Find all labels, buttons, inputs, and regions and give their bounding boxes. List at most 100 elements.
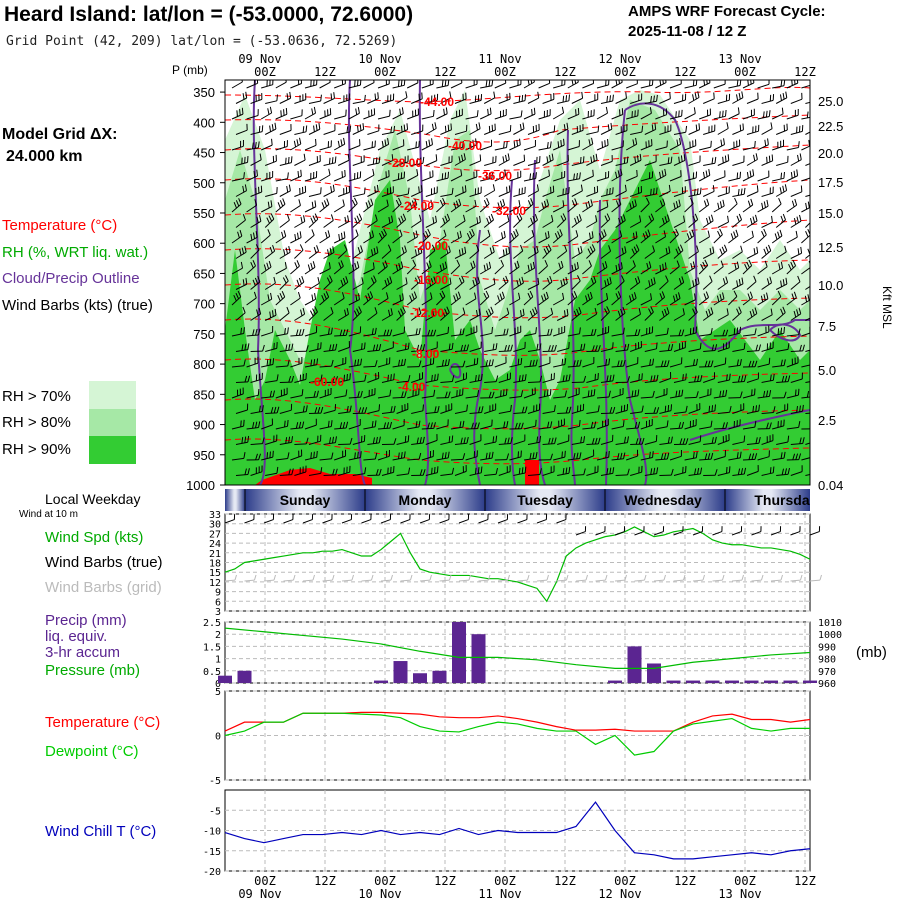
wind-barb — [469, 186, 482, 197]
wind-barb-feather — [367, 200, 371, 207]
wind-barb-staff — [673, 347, 686, 352]
wind-barb — [367, 92, 379, 104]
wind-barb-feather — [551, 153, 554, 160]
wind-barb — [655, 291, 666, 306]
wind-barb-staff — [771, 203, 782, 213]
wind-barb-staff — [381, 131, 394, 135]
wind-barb-feather — [576, 126, 578, 133]
wind-barb-feather — [284, 327, 286, 335]
wind-barb-feather — [546, 277, 551, 285]
wind-barb-feather — [800, 185, 803, 192]
wind-barb-feather — [575, 230, 579, 237]
bottom-date-label: 13 Nov — [718, 887, 761, 900]
wind-barb-feather — [662, 217, 665, 225]
wind-barb — [338, 186, 350, 197]
wind-barb-feather — [798, 328, 801, 335]
wind-barb-feather — [507, 214, 510, 222]
wind-barb — [582, 199, 593, 213]
wind-barb-feather — [367, 293, 371, 300]
wind-barb-feather — [758, 344, 762, 351]
wind-barb-staff — [801, 266, 810, 275]
wind-barb-feather — [632, 232, 635, 240]
wind-barb-feather — [338, 262, 342, 269]
wind-barb-staff — [275, 333, 288, 337]
wind-barb — [527, 213, 538, 228]
wind-barb-feather — [752, 216, 756, 223]
wind-barb-feather — [342, 329, 346, 336]
wind-barb-feather — [503, 230, 506, 238]
wind-barb — [367, 156, 381, 166]
wind-barb-feather — [403, 358, 406, 366]
wind-barb-feather — [328, 157, 331, 165]
wind-barb-feather — [568, 94, 570, 101]
wind-barb-feather — [328, 168, 331, 176]
wind-barb-staff — [480, 332, 493, 337]
wind-barb — [279, 343, 294, 352]
precip-bar — [374, 680, 388, 683]
wind-barb — [703, 124, 716, 135]
wind-barb-feather — [719, 293, 722, 301]
wind-barb-feather — [422, 156, 425, 164]
wind-barb — [805, 100, 810, 104]
pressure-tick: 990 — [818, 642, 836, 653]
wind-barb-feather — [256, 169, 258, 176]
wind-barb — [673, 93, 687, 104]
wind-barb — [644, 306, 654, 321]
wind-barb — [352, 123, 365, 135]
wind-barb — [454, 275, 465, 290]
wind-barb-staff — [352, 311, 362, 321]
wind-barb-staff — [323, 252, 335, 259]
wind-barb-staff — [498, 281, 509, 290]
wind-barb-feather — [520, 110, 523, 117]
wind-barb — [552, 292, 565, 306]
wind-barb — [761, 154, 774, 166]
wind-barb-staff — [615, 312, 626, 321]
wind-barb — [538, 141, 552, 151]
wind-barb — [264, 276, 276, 290]
wind-barb — [728, 197, 738, 213]
wind-barb-feather — [573, 310, 577, 317]
wind-barb-staff — [231, 267, 243, 275]
wind-barb-feather — [238, 198, 242, 205]
wind-barb-staff — [596, 206, 609, 213]
wind-barb-feather — [797, 154, 800, 162]
wind-barb-feather — [446, 213, 451, 220]
wind-barb-staff — [582, 175, 594, 182]
wind-barb-staff — [479, 267, 491, 275]
wind-barb-feather — [330, 214, 334, 221]
height-tick-8: 5.0 — [818, 363, 836, 378]
wind-barb-feather — [639, 153, 642, 161]
wind-barb-feather — [266, 80, 268, 87]
wind-barb-feather — [361, 343, 363, 350]
wind-barb-feather — [412, 259, 417, 266]
wind-barb-staff — [334, 175, 346, 182]
wind-barb-feather — [535, 172, 537, 179]
wind-barb-feather — [432, 109, 435, 117]
wind-barb-staff — [290, 175, 302, 182]
wind-barb-feather — [372, 262, 375, 269]
wind-barb-feather — [677, 246, 682, 253]
wind-barb — [611, 198, 622, 213]
wind-barb-feather — [691, 229, 695, 236]
wind-barb — [571, 246, 583, 259]
wind-barb — [337, 153, 350, 166]
wind-barb-feather — [282, 277, 287, 284]
wind-barb-staff — [323, 474, 336, 476]
wind-barb-staff — [334, 83, 346, 89]
wind-barb-feather — [547, 328, 550, 336]
wind-barb-feather — [387, 95, 389, 102]
wind-barb-staff — [713, 176, 726, 182]
wind-barb-feather — [670, 124, 672, 131]
wind-barb-staff — [596, 234, 607, 244]
wind-barb-feather — [371, 230, 375, 237]
wind-barb-staff — [454, 98, 467, 104]
wind-barb-staff — [494, 175, 506, 182]
wind-barb-feather — [300, 216, 303, 224]
top-date-label: 12 Nov — [598, 52, 641, 66]
wind-barb-feather — [354, 197, 358, 204]
wind-barb — [640, 261, 652, 275]
wind-barb-feather — [552, 185, 555, 193]
wind-barb-feather — [318, 122, 321, 130]
wind-barb-feather — [357, 359, 360, 366]
wind-barb — [450, 259, 461, 275]
